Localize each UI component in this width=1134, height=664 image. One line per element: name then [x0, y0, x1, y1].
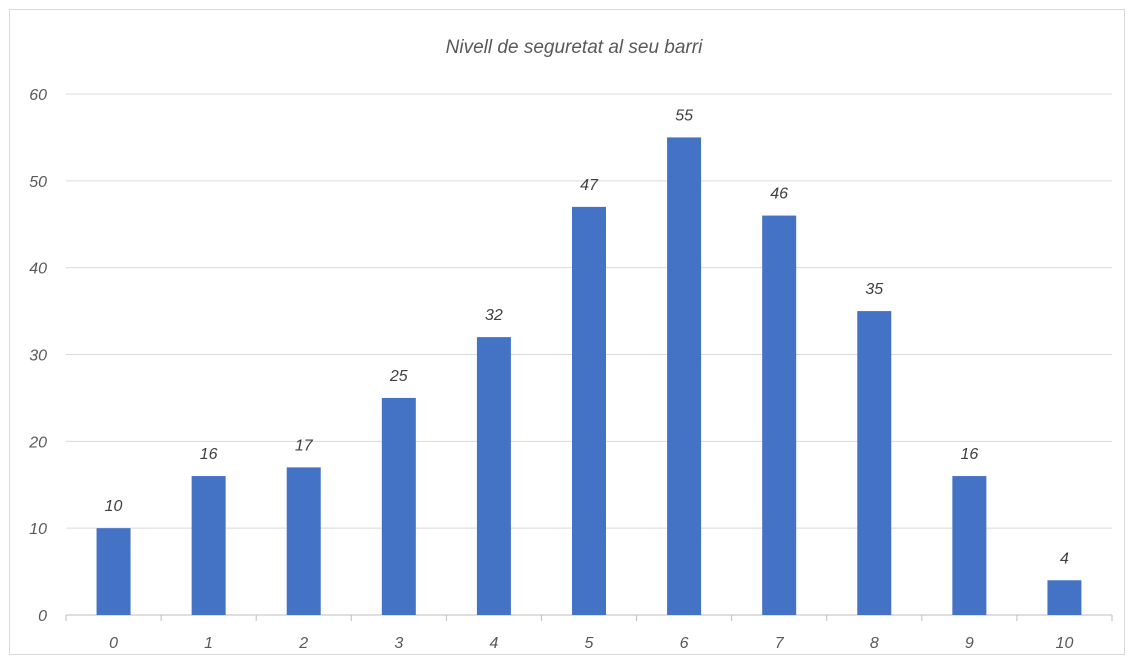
x-tick-label: 7	[775, 635, 785, 652]
x-tick-label: 8	[870, 635, 879, 652]
x-tick-label: 4	[489, 635, 498, 652]
bar-2	[286, 467, 321, 615]
x-axis-ticks: 0 1 2 3 4 5 6 7 8 9 10	[109, 635, 1073, 652]
bar-6	[667, 137, 702, 615]
y-tick-label: 0	[38, 608, 47, 625]
data-label: 47	[580, 177, 599, 194]
x-tick-label: 9	[965, 635, 974, 652]
y-tick-label: 50	[29, 174, 47, 191]
y-tick-label: 10	[29, 521, 47, 538]
y-tick-label: 40	[29, 261, 47, 278]
bar-5	[572, 206, 606, 615]
x-tick-label: 1	[204, 635, 213, 652]
bar-1	[191, 476, 226, 615]
data-labels: 10 16 17 25 32 47 55 46 35 16 4	[105, 107, 1069, 567]
data-label: 4	[1060, 550, 1069, 567]
bar-9	[952, 476, 987, 615]
data-label: 46	[770, 186, 788, 203]
y-tick-label: 30	[29, 348, 47, 365]
bar-0	[96, 528, 131, 615]
bars	[96, 137, 1082, 616]
data-label: 32	[485, 307, 503, 324]
data-label: 25	[389, 368, 408, 385]
x-tick-label: 0	[109, 635, 118, 652]
y-tick-label: 20	[28, 434, 47, 451]
y-tick-label: 60	[29, 87, 47, 104]
data-label: 55	[675, 107, 693, 124]
x-tick-label: 5	[585, 635, 594, 652]
bar-10	[1047, 580, 1082, 615]
data-label: 16	[200, 446, 218, 463]
x-tick-label: 6	[680, 635, 689, 652]
y-axis-ticks: 0 10 20 30 40 50 60	[28, 87, 47, 625]
x-tick-label: 2	[298, 635, 308, 652]
bar-3	[381, 397, 416, 615]
x-tick-label: 10	[1056, 635, 1074, 652]
data-label: 17	[295, 437, 314, 454]
bar-4	[476, 337, 511, 615]
chart-title: Nivell de seguretat al seu barri	[446, 37, 703, 58]
data-label: 35	[865, 281, 883, 298]
data-label: 16	[960, 446, 978, 463]
bar-8	[857, 311, 892, 615]
x-tick-label: 3	[394, 635, 403, 652]
data-label: 10	[105, 498, 123, 515]
gridlines	[65, 93, 1113, 621]
bar-7	[762, 215, 797, 616]
